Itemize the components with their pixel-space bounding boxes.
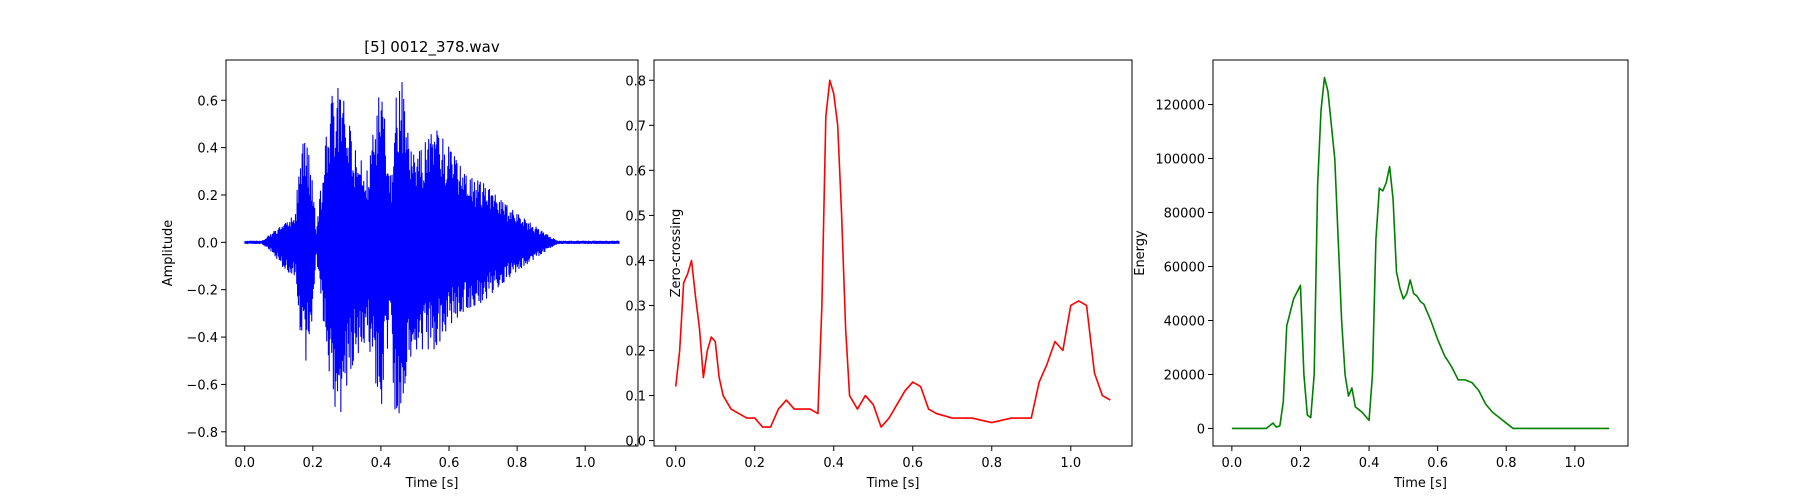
waveform-xtick-label: 0.8: [507, 456, 528, 471]
waveform-xtick-label: 0.2: [302, 456, 323, 471]
waveform-panel: 0.0 0.2 0.4 0.6 0.8 1.0 −0.8 −0.6 −0.4 −0.2 0.0 0.2…: [161, 38, 639, 491]
waveform-ytick-label: −0.8: [186, 426, 218, 441]
zero-crossing-xtick-label: 0.8: [981, 456, 1002, 471]
zero-crossing-xtick-label: 0.4: [823, 456, 844, 471]
energy-xlabel: Time [s]: [1393, 476, 1447, 491]
zero-crossing-panel: 0.0 0.2 0.4 0.6 0.8 1.0 0.0 0.1 0.2 0.3 0.4 0.5 0.6 0…: [625, 59, 1133, 491]
zero-crossing-xtick-label: 0.6: [902, 456, 923, 471]
waveform-ytick-label: 0.2: [197, 189, 218, 204]
energy-ylabel: Energy: [1133, 230, 1148, 276]
energy-xtick-label: 0.0: [1222, 456, 1243, 471]
energy-ytick-label: 120000: [1155, 99, 1205, 114]
energy-xtick-label: 0.2: [1290, 456, 1311, 471]
waveform-xtick-label: 0.6: [439, 456, 460, 471]
energy-xtick-label: 1.0: [1564, 456, 1585, 471]
zero-crossing-ytick-label: 0.6: [625, 164, 646, 179]
zero-crossing-ytick-label: 0.7: [625, 119, 646, 134]
waveform-ytick-label: 0.6: [197, 94, 218, 109]
waveform-xtick-label: 0.0: [234, 456, 255, 471]
waveform-axes-frame: [225, 59, 639, 447]
zero-crossing-xtick-label: 0.2: [744, 456, 765, 471]
zero-crossing-axes-frame: [653, 59, 1133, 447]
zero-crossing-ytick-label: 0.0: [625, 435, 646, 450]
energy-xtick-label: 0.4: [1359, 456, 1380, 471]
zero-crossing-ytick-label: 0.2: [625, 345, 646, 360]
energy-xtick-label: 0.8: [1496, 456, 1517, 471]
zero-crossing-ylabel: Zero-crossing: [669, 209, 684, 298]
zero-crossing-xlabel: Time [s]: [866, 476, 920, 491]
waveform-title: [5] 0012_378.wav: [364, 38, 500, 57]
waveform-ytick-label: 0.4: [197, 142, 218, 157]
energy-ytick-label: 20000: [1164, 368, 1205, 383]
energy-ytick-label: 80000: [1164, 207, 1205, 222]
waveform-ytick-label: −0.2: [186, 284, 218, 299]
energy-ytick-label: 0: [1197, 422, 1205, 437]
zero-crossing-ytick-label: 0.8: [625, 74, 646, 89]
zero-crossing-xtick-label: 0.0: [665, 456, 686, 471]
waveform-ytick-label: 0.0: [197, 236, 218, 251]
zero-crossing-ytick-label: 0.4: [625, 254, 646, 269]
waveform-ytick-label: −0.6: [186, 378, 218, 393]
zero-crossing-ytick-label: 0.1: [625, 390, 646, 405]
waveform-ytick-label: −0.4: [186, 331, 218, 346]
energy-panel: 0.0 0.2 0.4 0.6 0.8 1.0 0 20000 40000 60000 80000 1…: [1133, 59, 1629, 491]
energy-series-line: [1231, 76, 1610, 430]
zero-crossing-ytick-label: 0.5: [625, 209, 646, 224]
energy-axes-frame: [1212, 59, 1629, 447]
energy-ytick-label: 100000: [1155, 153, 1205, 168]
zero-crossing-xtick-label: 1.0: [1060, 456, 1081, 471]
energy-ytick-label: 60000: [1164, 260, 1205, 275]
energy-xtick-label: 0.6: [1427, 456, 1448, 471]
waveform-xtick-label: 0.4: [371, 456, 392, 471]
waveform-xlabel: Time [s]: [405, 476, 459, 491]
waveform-series-line: [244, 81, 620, 414]
energy-ytick-label: 40000: [1164, 314, 1205, 329]
zero-crossing-series-line: [674, 79, 1111, 428]
waveform-xtick-label: 1.0: [575, 456, 596, 471]
waveform-ylabel: Amplitude: [161, 220, 176, 287]
zero-crossing-ytick-label: 0.3: [625, 299, 646, 314]
